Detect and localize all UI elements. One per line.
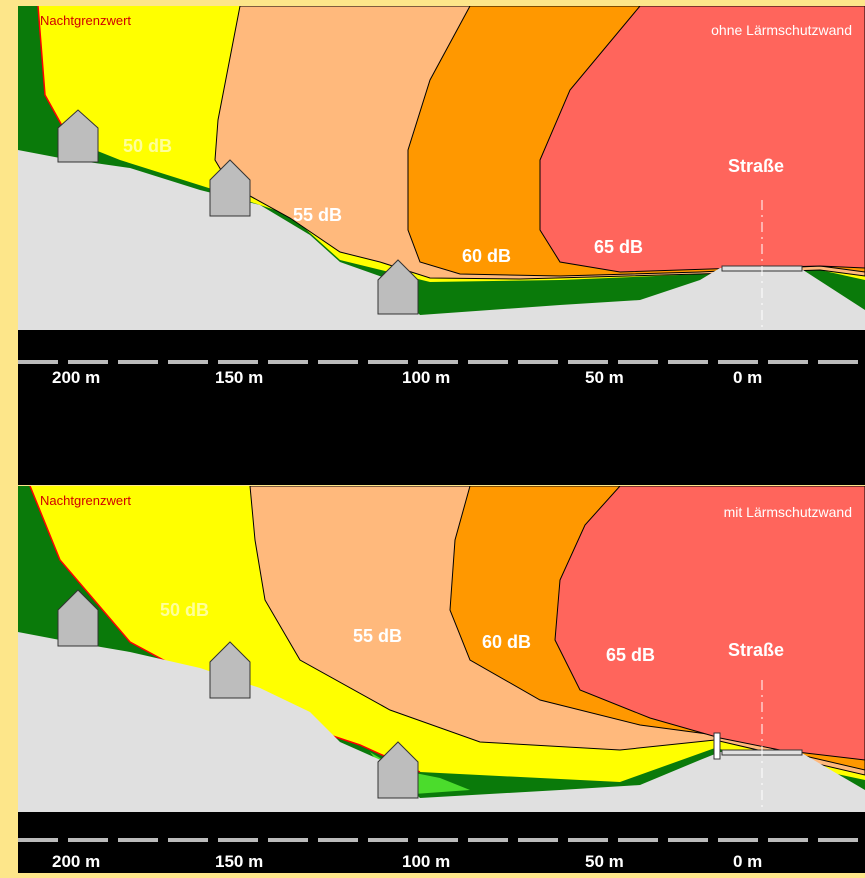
house <box>377 741 419 799</box>
label-55db: 55 dB <box>353 626 402 646</box>
house <box>57 109 99 163</box>
scale-tick: 150 m <box>215 852 263 871</box>
road-label: Straße <box>728 640 784 660</box>
scale-tick: 0 m <box>733 852 762 871</box>
label-65db: 65 dB <box>594 237 643 257</box>
house <box>209 159 251 217</box>
label-60db: 60 dB <box>462 246 511 266</box>
scale-tick: 50 m <box>585 852 624 871</box>
label-60db: 60 dB <box>482 632 531 652</box>
scale-tick: 200 m <box>52 368 100 387</box>
noise-barrier <box>713 732 721 760</box>
label-55db: 55 dB <box>293 205 342 225</box>
panel-title: ohne Lärmschutzwand <box>711 22 852 38</box>
scale-tick: 150 m <box>215 368 263 387</box>
scale-tick: 0 m <box>733 368 762 387</box>
scale-ticks-top: 200 m 150 m 100 m 50 m 0 m <box>52 368 762 387</box>
road-label: Straße <box>728 156 784 176</box>
house <box>57 589 99 647</box>
panel-title: mit Lärmschutzwand <box>724 504 852 520</box>
scale-tick: 100 m <box>402 368 450 387</box>
night-limit-label: Nachtgrenzwert <box>40 13 131 28</box>
label-50db: 50 dB <box>160 600 209 620</box>
panel-bottom: Nachtgrenzwert mit Lärmschutzwand 50 dB … <box>18 486 865 873</box>
band-65db <box>554 486 865 761</box>
night-limit-label: Nachtgrenzwert <box>40 493 131 508</box>
scale-bar <box>18 812 865 873</box>
panel-divider <box>18 385 865 485</box>
band-65db <box>539 6 865 273</box>
scale-tick: 200 m <box>52 852 100 871</box>
terrain <box>18 632 865 812</box>
panel-top: Nachtgrenzwert ohne Lärmschutzwand 50 dB… <box>18 6 865 385</box>
label-50db: 50 dB <box>123 136 172 156</box>
terrain <box>18 150 865 330</box>
scale-ticks-bottom: 200 m 150 m 100 m 50 m 0 m <box>52 852 762 871</box>
label-65db: 65 dB <box>606 645 655 665</box>
scale-tick: 50 m <box>585 368 624 387</box>
house <box>209 641 251 699</box>
scale-bar <box>18 330 865 385</box>
house <box>377 259 419 315</box>
scale-tick: 100 m <box>402 852 450 871</box>
